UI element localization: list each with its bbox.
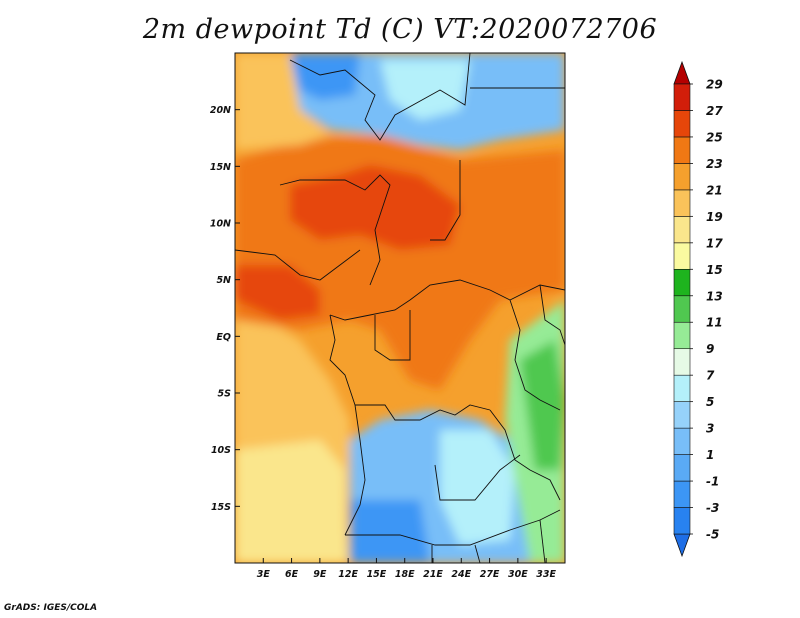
border-segment — [235, 249, 361, 281]
latitude-tick-label: EQ — [216, 332, 231, 343]
latitude-tick-label: 15N — [210, 162, 231, 173]
border-segment — [509, 299, 561, 411]
border-segment — [374, 310, 411, 361]
colorbar-swatch — [673, 348, 691, 376]
colorbar-label: 9 — [706, 342, 714, 356]
map-frame — [234, 52, 566, 564]
colorbar-label: 21 — [706, 183, 723, 197]
longitude-tick-label: 15E — [367, 569, 387, 580]
credit-label: GrADS: IGES/COLA — [4, 603, 98, 613]
field-region-sahara-light — [380, 60, 470, 120]
border-segment — [539, 519, 546, 563]
border-segment — [279, 174, 391, 286]
longitude-tick-label: 9E — [313, 569, 327, 580]
longitude-tick-label: 18E — [395, 569, 415, 580]
border-segment — [355, 404, 491, 421]
colorbar-swatch — [673, 507, 691, 535]
colorbar-swatch — [673, 480, 691, 508]
longitude-tick-label: 6E — [285, 569, 299, 580]
border-segment — [344, 404, 366, 536]
colorbar-label: 17 — [706, 236, 723, 250]
map-panel: 3E 6E 9E 12E 15E 18E 21E 24E 27E 30E 33E 20N 15N 10N… — [210, 52, 566, 580]
colorbar-label: 15 — [706, 263, 723, 277]
field-region-east-darkgreen — [520, 340, 565, 470]
colorbar-top-arrow — [673, 60, 691, 85]
colorbar-label: 1 — [706, 448, 714, 462]
longitude-tick-label: 21E — [423, 569, 443, 580]
colorbar-swatch — [673, 242, 691, 270]
longitude-axis: 3E 6E 9E 12E 15E 18E 21E 24E 27E 30E 33E — [257, 558, 557, 580]
colorbar-label: 13 — [706, 289, 723, 303]
colorbar-swatch — [673, 163, 691, 191]
country-borders — [235, 53, 565, 563]
colorbar-swatch — [673, 83, 691, 111]
border-segment — [539, 284, 565, 346]
longitude-tick-label: 30E — [508, 569, 528, 580]
latitude-tick-label: 10S — [211, 445, 231, 456]
latitude-tick-label: 5S — [218, 389, 232, 400]
field-region-sahara-deepblue — [290, 53, 360, 100]
colorbar-label: 7 — [706, 369, 715, 383]
colorbar-label: 29 — [706, 78, 723, 92]
latitude-axis: 20N 15N 10N 5N EQ 5S 10S 15S — [210, 105, 240, 513]
latitude-tick-label: 15S — [211, 502, 231, 513]
latitude-tick-label: 20N — [210, 105, 231, 116]
border-segment — [289, 53, 471, 141]
border-segment — [329, 314, 356, 406]
colorbar-swatch — [673, 374, 691, 402]
colorbar-label: 23 — [706, 157, 723, 171]
colorbar-label: -3 — [706, 501, 719, 515]
colorbar-label: 11 — [706, 316, 723, 330]
colorbar-label: -1 — [706, 475, 719, 489]
colorbar-bottom-arrow — [673, 533, 691, 558]
colorbar-swatch — [673, 136, 691, 164]
colorbar-swatch — [673, 295, 691, 323]
colorbar-label: 25 — [706, 130, 723, 144]
field-region-coast — [235, 265, 320, 320]
longitude-tick-label: 12E — [338, 569, 358, 580]
field-region-atlantic-far-south — [235, 440, 348, 563]
border-segment — [430, 160, 461, 241]
longitude-tick-label: 33E — [536, 569, 556, 580]
longitude-tick-label: 3E — [257, 569, 271, 580]
colorbar-label: 27 — [706, 104, 723, 118]
colorbar-swatch — [673, 401, 691, 429]
field-region-sahel-core — [290, 165, 460, 250]
colorbar-swatch — [673, 189, 691, 217]
border-segment — [434, 454, 521, 501]
field-region-south-deepblue — [350, 500, 430, 563]
field-region-south-lightblue — [440, 430, 515, 545]
longitude-tick-label: 24E — [451, 569, 471, 580]
latitude-tick-label: 5N — [216, 275, 231, 286]
dewpoint-field — [235, 53, 565, 563]
colorbar-swatch — [673, 321, 691, 350]
colorbar-swatch — [673, 216, 691, 244]
border-segment — [329, 279, 565, 321]
border-segment — [489, 409, 561, 501]
field-region-northwest — [235, 53, 330, 150]
border-segment — [474, 544, 481, 563]
colorbar-label: 3 — [706, 422, 714, 436]
colorbar-label: -5 — [706, 528, 719, 542]
longitude-tick-label: 27E — [480, 569, 500, 580]
colorbar-label: 19 — [706, 210, 723, 224]
colorbar-swatch — [673, 110, 691, 138]
colorbar-swatch — [673, 427, 691, 455]
colorbar-label: 5 — [706, 395, 714, 409]
colorbar-swatch — [673, 454, 691, 482]
latitude-tick-label: 10N — [210, 219, 231, 230]
map-title: 2m dewpoint Td (C) VT:2020072706 — [142, 14, 658, 45]
colorbar-swatch — [673, 268, 691, 297]
